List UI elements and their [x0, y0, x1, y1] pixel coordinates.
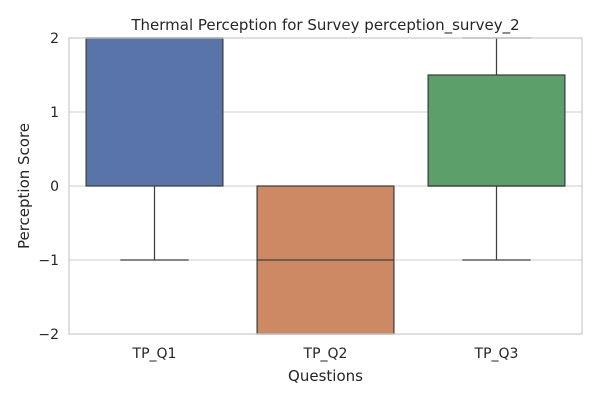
y-tick-label: 2: [50, 31, 59, 47]
y-tick-label: 0: [50, 179, 59, 195]
plot-frame: [68, 37, 583, 335]
y-axis-label: Perception Score: [15, 123, 33, 249]
box-TP_Q3: [427, 74, 566, 187]
y-tick-label: −1: [38, 253, 59, 269]
box-TP_Q1: [85, 37, 224, 187]
y-tick-label: 1: [50, 105, 59, 121]
x-tick-label: TP_Q2: [303, 346, 348, 362]
x-tick-label: TP_Q3: [474, 346, 519, 362]
y-tick-labels: 2 1 0 −1 −2: [38, 31, 59, 343]
x-tick-label: TP_Q1: [132, 346, 177, 362]
x-tick-labels: TP_Q1 TP_Q2 TP_Q3: [132, 346, 519, 362]
boxes-group: [85, 37, 566, 335]
y-tick-label: −2: [38, 327, 59, 343]
chart-title: Thermal Perception for Survey perception…: [130, 16, 519, 35]
x-axis-label: Questions: [288, 367, 363, 385]
